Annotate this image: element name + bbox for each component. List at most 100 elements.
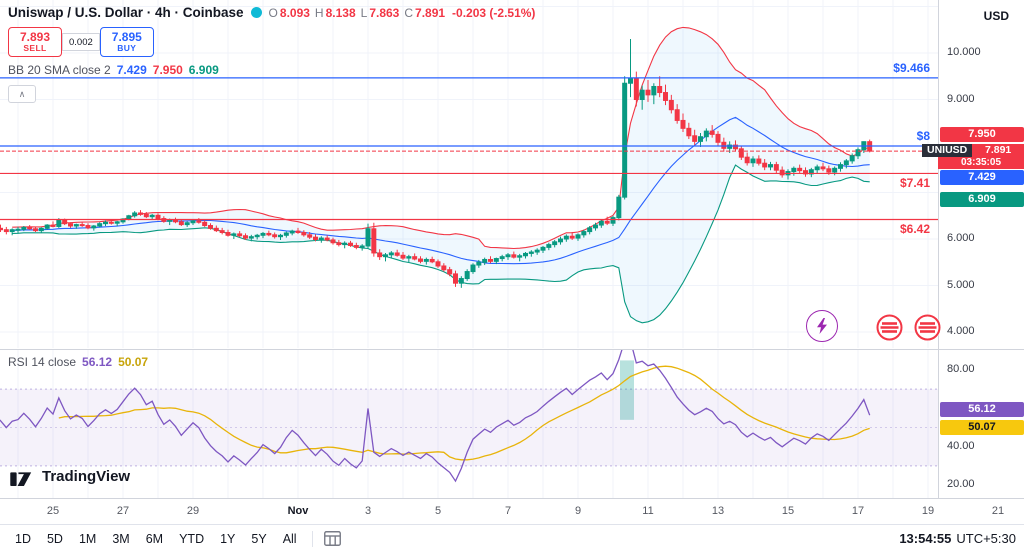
exchange-logo-icon — [250, 7, 262, 18]
timezone-label: UTC+5:30 — [956, 531, 1016, 546]
sell-price: 7.893 — [19, 30, 51, 45]
collapse-legend-button[interactable]: ∧ — [8, 85, 36, 103]
time-axis-label[interactable]: 21 — [991, 505, 1005, 517]
order-widget: 7.893 SELL 0.002 7.895 BUY — [8, 27, 154, 57]
range-buttons: 1D 5D 1M 3M 6M YTD 1Y 5Y All — [8, 529, 304, 549]
lightning-icon — [817, 318, 827, 334]
time-axis-label[interactable]: 19 — [921, 505, 935, 517]
symbol-price-badge: UNIUSD 7.891 03:35:05 — [922, 144, 1024, 170]
symbol-badge-price: 7.891 — [972, 144, 1024, 158]
quick-trade-button[interactable] — [806, 310, 838, 342]
bb-basis-value: 7.429 — [116, 63, 147, 77]
range-button-3M[interactable]: 3M — [112, 531, 130, 546]
time-axis-label[interactable]: 27 — [116, 505, 130, 517]
rsi-axis-tick: 40.00 — [947, 439, 975, 452]
time-axis-label[interactable]: 7 — [504, 505, 512, 517]
rsi-axis-tick: 80.00 — [947, 363, 975, 375]
price-chart[interactable] — [0, 0, 938, 348]
range-button-YTD[interactable]: YTD — [179, 531, 205, 546]
time-axis-label[interactable]: 15 — [781, 505, 795, 517]
range-button-All[interactable]: All — [282, 531, 297, 546]
time-axis-label[interactable]: 3 — [364, 505, 372, 517]
currency-button[interactable]: USD — [976, 6, 1016, 26]
range-button-6M[interactable]: 6M — [145, 531, 164, 546]
open-value: 8.093 — [279, 5, 310, 20]
price-axis-tick: 9.000 — [947, 92, 975, 105]
sell-button[interactable]: 7.893 SELL — [8, 27, 62, 57]
time-axis-label[interactable]: 11 — [642, 505, 654, 517]
rsi-ma-value: 50.07 — [118, 355, 149, 369]
price-axis-tick: 6.000 — [947, 232, 975, 244]
high-label: H — [314, 5, 324, 20]
price-axis-tick: 5.000 — [947, 278, 975, 291]
price-line-label: $6.42 — [899, 222, 930, 237]
symbol-badge-ticker: UNIUSD — [922, 144, 973, 158]
rsi-axis-badge: 56.12 — [940, 401, 1024, 417]
time-axis-label[interactable]: 13 — [711, 505, 725, 517]
time-axis-label[interactable]: 5 — [434, 505, 442, 517]
range-button-5D[interactable]: 5D — [46, 531, 63, 546]
change-value: -0.203 (-2.51%) — [452, 5, 536, 20]
buy-label: BUY — [117, 42, 137, 53]
price-axis-badge: 7.950 — [940, 127, 1024, 143]
bb-label: BB 20 SMA close 2 — [8, 63, 111, 77]
tradingview-logo[interactable]: TradingView — [10, 466, 130, 486]
bb-indicator-legend[interactable]: BB 20 SMA close 2 7.429 7.950 6.909 — [8, 63, 219, 77]
bb-lower-value: 6.909 — [188, 63, 219, 77]
clock-time: 13:54:55 — [899, 531, 952, 546]
tradingview-logo-text: TradingView — [42, 467, 131, 485]
calendar-icon — [324, 531, 342, 546]
time-axis-label[interactable]: 29 — [186, 505, 200, 517]
chevron-up-icon: ∧ — [18, 88, 26, 99]
rsi-label: RSI 14 close — [8, 355, 77, 369]
high-value: 8.138 — [325, 5, 356, 20]
pane-separator[interactable] — [0, 349, 1024, 350]
event-marker-icon-1[interactable] — [876, 314, 903, 341]
price-axis[interactable]: 10.000 9.000 6.000 5.000 4.000 7.950 7.429 6.90… — [938, 0, 1024, 498]
economic-event-icon — [914, 314, 941, 341]
range-button-1M[interactable]: 1M — [78, 531, 97, 546]
spread-value: 0.002 — [62, 33, 100, 51]
price-axis-badge: 6.909 — [940, 191, 1024, 207]
price-line-label: $7.41 — [899, 176, 930, 191]
time-axis[interactable]: 25 27 29 Nov 3 5 7 9 11 13 15 17 19 21 — [0, 498, 1024, 525]
rsi-value: 56.12 — [82, 355, 113, 369]
candle-countdown: 03:35:05 — [938, 157, 1024, 170]
time-axis-label[interactable]: 17 — [851, 505, 865, 517]
symbol-title[interactable]: Uniswap / U.S. Dollar · 4h · Coinbase — [8, 5, 244, 20]
price-line-label: $8 — [916, 129, 930, 143]
price-axis-badge: 7.429 — [940, 169, 1024, 185]
rsi-chart[interactable] — [0, 350, 938, 498]
price-line-label: $9.466 — [893, 60, 930, 75]
rsi-axis-tick: 20.00 — [947, 478, 975, 490]
time-axis-label[interactable]: Nov — [287, 505, 309, 517]
open-label: O — [268, 5, 278, 20]
low-value: 7.863 — [369, 5, 400, 20]
sell-label: SELL — [23, 42, 47, 53]
range-button-1D[interactable]: 1D — [15, 531, 31, 546]
close-value: 7.891 — [415, 5, 446, 20]
rsi-indicator-legend[interactable]: RSI 14 close 56.12 50.07 — [8, 355, 148, 369]
tradingview-mark-icon — [10, 472, 32, 486]
buy-price: 7.895 — [111, 30, 142, 45]
toolbar-divider — [311, 530, 313, 547]
rsi-axis-badge: 50.07 — [940, 420, 1024, 436]
low-label: L — [360, 5, 368, 20]
bottom-toolbar: 1D 5D 1M 3M 6M YTD 1Y 5Y All 13:54:55 UTC+5:30 — [0, 524, 1024, 552]
time-axis-label[interactable]: 9 — [574, 505, 582, 517]
event-marker-icon-2[interactable] — [914, 314, 941, 341]
go-to-date-button[interactable] — [321, 529, 345, 549]
bb-upper-value: 7.950 — [152, 63, 183, 77]
close-label: C — [404, 5, 414, 20]
range-button-5Y[interactable]: 5Y — [251, 531, 267, 546]
price-axis-tick: 10.000 — [947, 46, 981, 58]
range-button-1Y[interactable]: 1Y — [220, 531, 236, 546]
buy-button[interactable]: 7.895 BUY — [99, 27, 154, 57]
economic-event-icon — [876, 314, 903, 341]
price-axis-tick: 4.000 — [947, 325, 975, 337]
clock-timezone-button[interactable]: 13:54:55 UTC+5:30 — [899, 531, 1016, 546]
ohlc-readout: O 8.093 H 8.138 L 7.863 C 7.891 — [269, 6, 446, 20]
time-axis-label[interactable]: 25 — [46, 505, 60, 517]
